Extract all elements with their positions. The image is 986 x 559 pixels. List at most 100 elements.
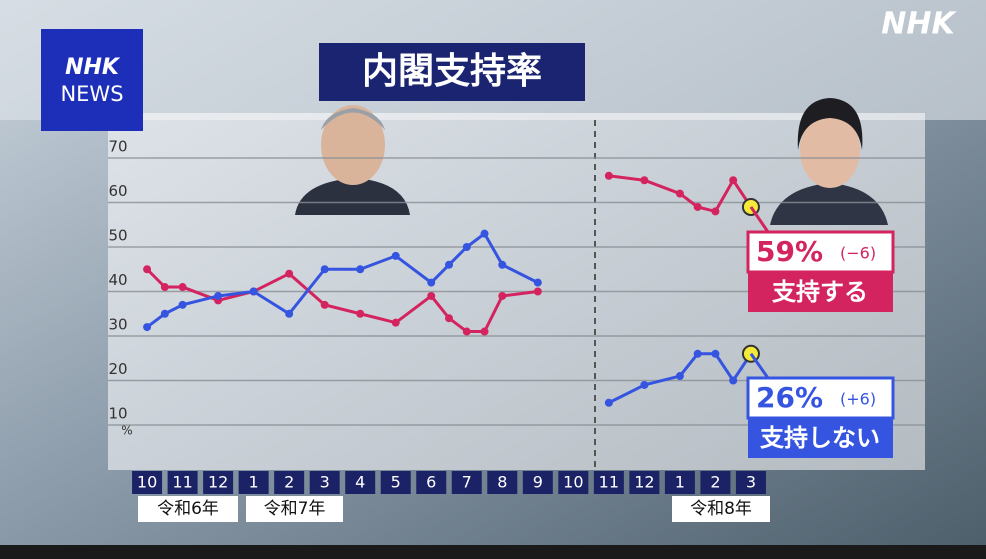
x-tick-label: 7 <box>462 473 472 492</box>
x-tick-label: 3 <box>320 473 330 492</box>
x-tick-box <box>238 471 269 494</box>
point <box>480 327 489 336</box>
year-label: 令和7年 <box>264 499 326 519</box>
year-label: 令和8年 <box>690 499 752 519</box>
portrait-left <box>295 105 410 215</box>
x-tick-box <box>380 471 411 494</box>
x-tick-box <box>664 471 695 494</box>
point <box>391 318 400 327</box>
legend-box <box>748 273 893 312</box>
point <box>604 171 613 180</box>
legend-box <box>748 419 893 458</box>
y-tick-label: 30 <box>108 316 127 334</box>
point <box>143 323 152 332</box>
x-tick-box <box>309 471 340 494</box>
legend-label: 支持しない <box>760 424 880 452</box>
point <box>729 176 738 185</box>
leader-line <box>749 352 770 379</box>
x-tick-box <box>487 471 518 494</box>
point <box>640 380 649 389</box>
x-tick-label: 1 <box>249 473 259 492</box>
value-label: 26% <box>756 381 823 414</box>
point <box>178 283 187 292</box>
point <box>711 207 720 216</box>
title-box <box>319 43 585 101</box>
y-tick-label: 10 <box>108 405 127 423</box>
x-tick-label: 10 <box>137 473 157 492</box>
portrait-right <box>770 98 888 225</box>
year-box <box>246 496 343 522</box>
point <box>480 229 489 238</box>
point <box>320 300 329 309</box>
point <box>462 327 471 336</box>
legend-label: 支持する <box>772 278 868 306</box>
value-box <box>746 376 895 420</box>
x-tick-label: 2 <box>284 473 294 492</box>
point <box>533 278 542 287</box>
value-box <box>746 230 895 274</box>
x-tick-label: 9 <box>533 473 543 492</box>
point <box>445 314 454 323</box>
x-tick-box <box>203 471 234 494</box>
x-tick-box <box>451 471 482 494</box>
x-tick-label: 6 <box>426 473 436 492</box>
point <box>693 202 702 211</box>
point <box>498 260 507 269</box>
x-tick-label: 12 <box>208 473 228 492</box>
x-tick-box <box>274 471 305 494</box>
point <box>640 176 649 185</box>
y-tick-label: 60 <box>108 182 127 200</box>
point <box>249 287 258 296</box>
chart-title: 内閣支持率 <box>362 51 542 92</box>
x-tick-label: 12 <box>634 473 654 492</box>
x-tick-label: 10 <box>563 473 583 492</box>
x-tick-box <box>416 471 447 494</box>
x-tick-box <box>345 471 376 494</box>
watermark: NHK <box>881 7 957 42</box>
logo-top: NHK <box>65 55 121 80</box>
y-tick-label: 20 <box>108 360 127 378</box>
year-box <box>138 496 238 522</box>
point <box>160 309 169 318</box>
point <box>178 300 187 309</box>
point <box>285 309 294 318</box>
x-tick-box <box>629 471 660 494</box>
x-tick-box <box>167 471 198 494</box>
point <box>356 265 365 274</box>
point <box>498 291 507 300</box>
x-tick-box <box>735 471 766 494</box>
x-tick-label: 11 <box>172 473 192 492</box>
point <box>729 376 738 385</box>
point <box>160 283 169 292</box>
x-tick-label: 2 <box>710 473 720 492</box>
point <box>711 349 720 358</box>
point <box>604 398 613 407</box>
x-tick-label: 8 <box>497 473 507 492</box>
y-tick-label: 70 <box>108 138 127 156</box>
x-tick-label: 1 <box>675 473 685 492</box>
x-tick-box <box>593 471 624 494</box>
x-tick-box <box>522 471 553 494</box>
value-label: 59% <box>756 235 823 268</box>
x-tick-label: 11 <box>599 473 619 492</box>
point <box>143 265 152 274</box>
x-tick-box <box>558 471 589 494</box>
point <box>445 260 454 269</box>
x-tick-label: 4 <box>355 473 365 492</box>
change-label: (−6) <box>840 244 876 263</box>
change-label: (+6) <box>840 390 876 409</box>
year-label: 令和6年 <box>157 499 219 519</box>
point <box>356 309 365 318</box>
point <box>214 291 223 300</box>
x-tick-label: 5 <box>391 473 401 492</box>
y-tick-label: 40 <box>108 271 127 289</box>
point <box>320 265 329 274</box>
point <box>391 251 400 260</box>
point <box>427 291 436 300</box>
leader-line <box>749 206 770 233</box>
logo-bottom: NEWS <box>60 82 123 106</box>
y-tick-label: 50 <box>108 227 127 245</box>
point <box>533 287 542 296</box>
point <box>675 372 684 381</box>
